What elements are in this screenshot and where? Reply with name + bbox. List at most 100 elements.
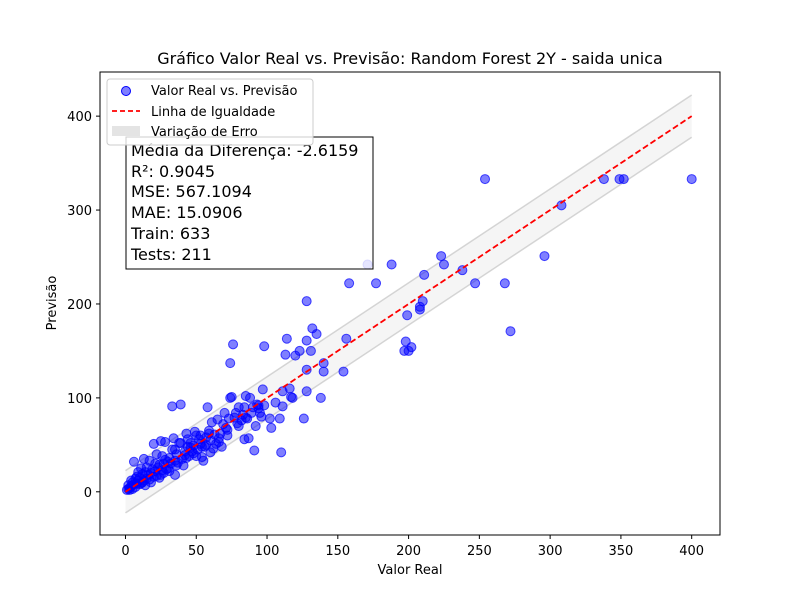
data-point — [301, 296, 312, 307]
data-point — [438, 259, 449, 270]
x-tick-label: 50 — [188, 544, 205, 559]
y-tick-label: 300 — [67, 204, 92, 219]
legend-marker-points — [121, 86, 131, 96]
data-point — [505, 326, 516, 337]
data-point — [386, 259, 397, 270]
x-tick-label: 100 — [255, 544, 280, 559]
x-tick-label: 150 — [325, 544, 350, 559]
plot-area — [121, 94, 697, 514]
y-axis-ticks: 0 100 200 300 400 — [67, 110, 100, 501]
data-point — [301, 364, 312, 375]
data-point — [128, 456, 139, 467]
data-point — [239, 434, 250, 445]
data-point — [225, 392, 236, 403]
stat-mean-diff: Média da Diferença: -2.6159 — [131, 141, 358, 160]
data-point — [228, 339, 239, 350]
y-tick-label: 100 — [67, 392, 92, 407]
x-axis-label: Valor Real — [378, 563, 443, 578]
data-point — [480, 174, 491, 185]
data-point — [614, 174, 625, 185]
x-tick-label: 350 — [608, 544, 633, 559]
y-tick-label: 200 — [67, 298, 92, 313]
data-point — [274, 413, 285, 424]
data-point — [170, 455, 181, 466]
data-point — [344, 278, 355, 289]
data-point — [196, 441, 207, 452]
data-point — [277, 386, 288, 397]
x-tick-label: 0 — [121, 544, 129, 559]
data-point — [136, 478, 147, 489]
data-point — [195, 430, 206, 441]
data-point — [318, 366, 329, 377]
legend-label-error-band: Variação de Erro — [151, 125, 258, 140]
data-point — [250, 421, 261, 432]
data-point — [281, 333, 292, 344]
data-point — [264, 413, 275, 424]
x-axis-ticks: 0 50 100 150 200 250 300 350 400 — [121, 535, 704, 559]
data-point — [225, 358, 236, 369]
stat-mse: MSE: 567.1094 — [131, 182, 252, 201]
stat-train: Train: 633 — [130, 224, 210, 243]
data-point — [249, 445, 260, 456]
data-point — [286, 391, 297, 402]
x-tick-label: 300 — [538, 544, 563, 559]
data-point — [470, 278, 481, 289]
data-point — [167, 401, 178, 412]
data-point — [341, 333, 352, 344]
data-point — [266, 422, 277, 433]
data-point — [239, 402, 250, 413]
stat-tests: Tests: 211 — [130, 245, 212, 264]
data-point — [457, 265, 468, 276]
data-point — [539, 251, 550, 262]
x-tick-label: 400 — [679, 544, 704, 559]
identity-line-layer — [124, 115, 693, 493]
data-point — [138, 453, 149, 464]
error-band-upper — [125, 94, 693, 472]
legend-marker-error-band — [112, 126, 140, 136]
legend-label-identity-line: Linha de Igualdade — [151, 105, 275, 120]
data-point — [213, 433, 224, 444]
data-point — [301, 335, 312, 346]
data-point — [157, 451, 168, 462]
stat-mae: MAE: 15.0906 — [131, 203, 243, 222]
data-point — [167, 444, 178, 455]
data-point — [175, 399, 186, 410]
data-point — [400, 336, 411, 347]
legend: Valor Real vs. Previsão Linha de Igualda… — [106, 78, 314, 146]
y-tick-label: 400 — [67, 110, 92, 125]
data-point — [399, 345, 410, 356]
legend-label-points: Valor Real vs. Previsão — [151, 84, 297, 99]
stats-box-frame — [125, 136, 374, 270]
data-point — [298, 413, 309, 424]
data-point — [499, 278, 510, 289]
data-point — [233, 421, 244, 432]
data-point — [305, 345, 316, 356]
data-point — [158, 468, 169, 479]
data-point — [686, 174, 697, 185]
data-point — [259, 341, 270, 352]
data-point — [402, 310, 413, 321]
identity-line — [124, 115, 693, 493]
data-point — [436, 251, 447, 262]
data-point — [301, 386, 312, 397]
stat-r2: R²: 0.9045 — [131, 162, 215, 181]
data-point — [290, 350, 301, 361]
data-point — [202, 402, 213, 413]
x-tick-label: 250 — [467, 544, 492, 559]
data-point — [191, 451, 202, 462]
data-point — [148, 438, 159, 449]
data-point — [280, 349, 291, 360]
legend-frame — [106, 78, 314, 146]
data-point — [240, 391, 251, 402]
data-point — [419, 269, 430, 280]
data-point — [206, 417, 217, 428]
data-point — [414, 304, 425, 315]
data-point — [276, 447, 287, 458]
data-point — [338, 366, 349, 377]
data-point — [307, 323, 318, 334]
data-point — [270, 397, 281, 408]
data-point — [181, 428, 192, 439]
chart-title: Gráfico Valor Real vs. Previsão: Random … — [157, 49, 663, 68]
data-point — [254, 407, 265, 418]
